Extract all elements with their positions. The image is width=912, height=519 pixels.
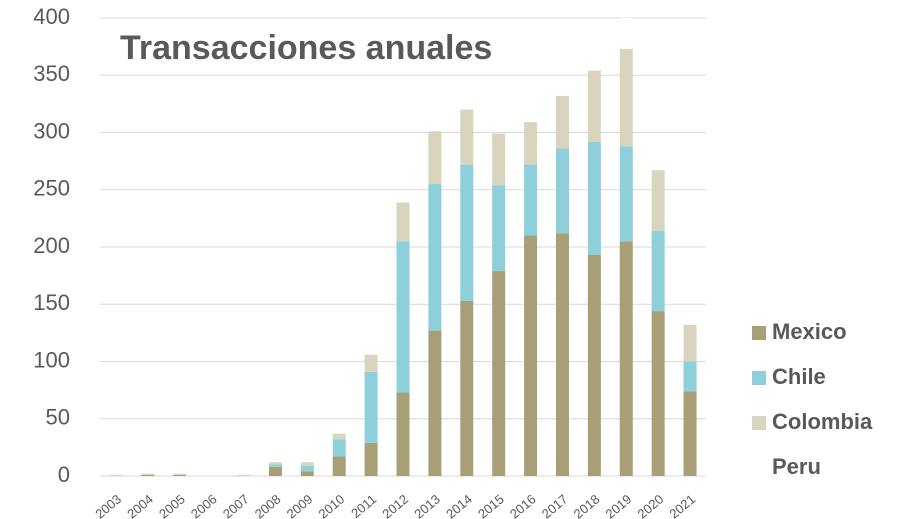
- x-tick-label: 2008: [252, 491, 284, 519]
- bar-segment: [332, 439, 346, 457]
- x-tick-label: 2020: [634, 491, 666, 519]
- bar-segment: [683, 324, 697, 362]
- bar-segment: [492, 133, 506, 186]
- legend-swatch: [752, 371, 766, 385]
- bar-segment: [555, 88, 569, 96]
- bar-segment: [524, 122, 538, 165]
- x-tick-label: 2014: [443, 491, 475, 519]
- bar-segment: [555, 148, 569, 234]
- x-tick-label: 2018: [571, 491, 603, 519]
- bar-segment: [619, 146, 633, 242]
- bar-segment: [173, 473, 187, 475]
- y-tick-label: 0: [58, 462, 70, 487]
- bar-segment: [396, 195, 410, 203]
- bar-segment: [268, 464, 282, 467]
- bar-segment: [109, 474, 123, 476]
- bar-segment: [300, 471, 314, 476]
- y-tick-label: 250: [33, 176, 70, 201]
- bar-segment: [651, 230, 665, 312]
- bar-segment: [428, 330, 442, 476]
- x-tick-label: 2013: [411, 491, 443, 519]
- bar-segment: [141, 474, 155, 476]
- bar-segment: [428, 131, 442, 185]
- bar-segment: [587, 141, 601, 256]
- y-tick-label: 400: [33, 4, 70, 29]
- legend-swatch: [752, 461, 766, 475]
- x-tick-label: 2017: [539, 491, 571, 519]
- x-tick-label: 2005: [156, 491, 188, 519]
- bar-segment: [460, 164, 474, 301]
- bar-segment: [683, 391, 697, 476]
- bar-segment: [268, 466, 282, 476]
- x-tick-label: 2021: [666, 491, 698, 519]
- legend-label: Peru: [772, 454, 821, 479]
- bar-segment: [619, 18, 633, 49]
- bar-segment: [492, 185, 506, 272]
- bar-segment: [396, 202, 410, 242]
- x-tick-label: 2016: [507, 491, 539, 519]
- bar-segment: [460, 300, 474, 476]
- y-tick-label: 100: [33, 347, 70, 372]
- x-tick-label: 2003: [92, 491, 124, 519]
- bar-segment: [300, 462, 314, 466]
- bar-segment: [555, 95, 569, 149]
- bar-segment: [332, 433, 346, 440]
- bar-segment: [619, 241, 633, 476]
- bar-segment: [587, 70, 601, 142]
- bar-segment: [237, 474, 251, 476]
- chart-title: Transacciones anuales: [120, 29, 492, 67]
- bar-segment: [651, 170, 665, 231]
- bar-segment: [492, 271, 506, 476]
- x-tick-label: 2019: [603, 491, 635, 519]
- x-tick-label: 2009: [284, 491, 316, 519]
- y-tick-label: 200: [33, 233, 70, 258]
- legend-label: Mexico: [772, 319, 847, 344]
- bar-segment: [396, 392, 410, 476]
- bar-segment: [332, 456, 346, 476]
- legend-label: Chile: [772, 364, 826, 389]
- bar-segment: [396, 241, 410, 393]
- x-tick-label: 2007: [220, 491, 252, 519]
- y-tick-label: 50: [46, 405, 70, 430]
- bar-segment: [683, 361, 697, 392]
- legend-swatch: [752, 416, 766, 430]
- bar-segment: [364, 442, 378, 476]
- bar-segment: [555, 233, 569, 476]
- legend-swatch: [752, 326, 766, 340]
- x-tick-label: 2004: [124, 491, 156, 519]
- bar-segment: [524, 235, 538, 476]
- bar-segment: [268, 462, 282, 465]
- x-tick-label: 2015: [475, 491, 507, 519]
- x-tick-label: 2006: [188, 491, 220, 519]
- y-tick-label: 150: [33, 290, 70, 315]
- bar-segment: [524, 164, 538, 236]
- bar-segment: [428, 184, 442, 331]
- x-tick-label: 2010: [316, 491, 348, 519]
- bar-segment: [651, 311, 665, 476]
- bar-segment: [364, 371, 378, 443]
- bar-segment: [460, 109, 474, 165]
- bar-segment: [173, 474, 187, 476]
- bar-segment: [141, 473, 155, 475]
- x-tick-label: 2012: [379, 491, 411, 519]
- bar-segment: [364, 354, 378, 372]
- legend-label: Colombia: [772, 409, 873, 434]
- x-tick-label: 2011: [348, 491, 379, 519]
- bar-segment: [619, 48, 633, 147]
- y-tick-label: 350: [33, 61, 70, 86]
- bar-segment: [587, 255, 601, 476]
- bar-segment: [300, 465, 314, 472]
- y-tick-label: 300: [33, 118, 70, 143]
